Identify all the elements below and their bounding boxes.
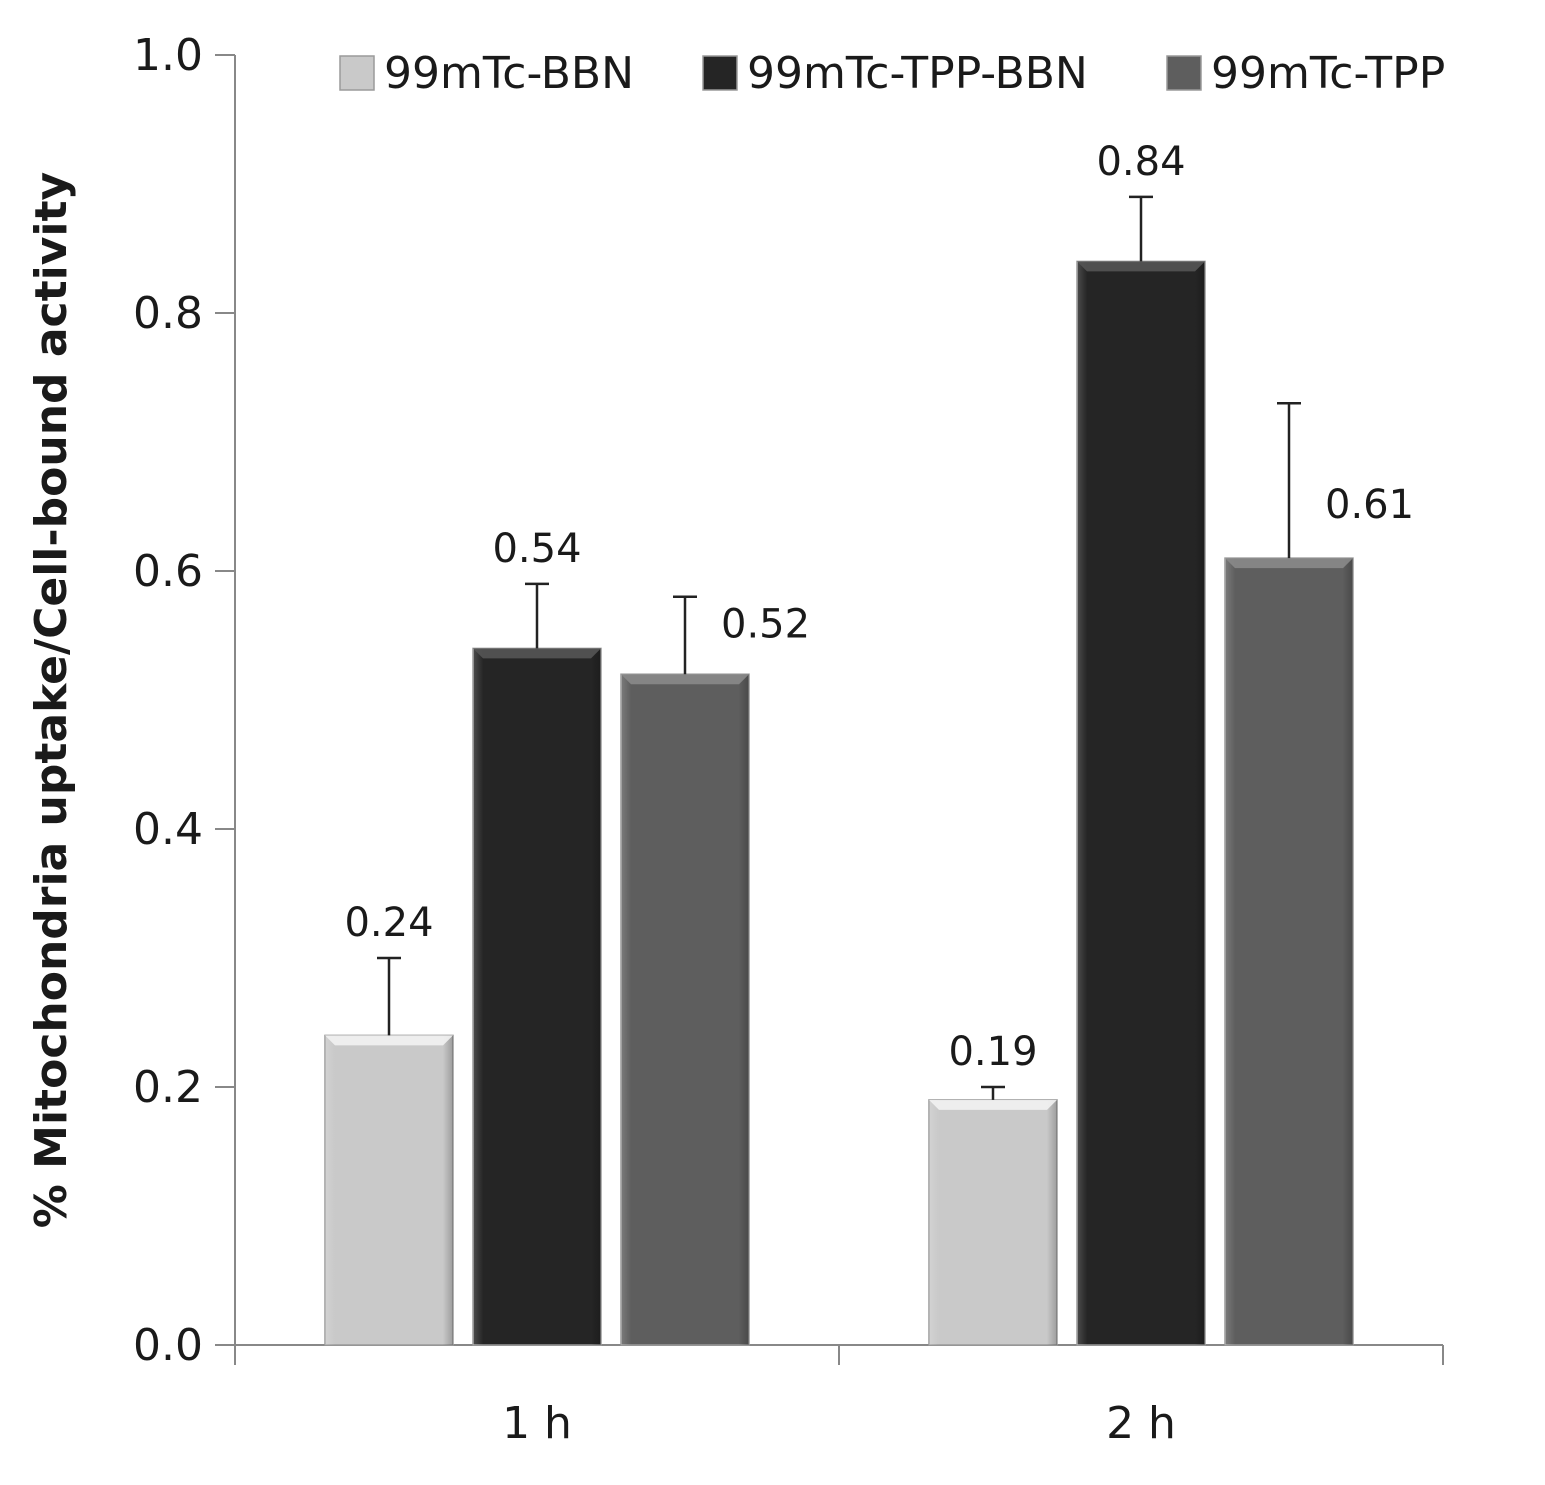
bar-bevel <box>929 1099 1057 1110</box>
y-tick-label: 1.0 <box>133 30 203 81</box>
bar-bevel <box>621 674 749 685</box>
legend-item: 99mTc-TPP-BBN <box>702 48 1088 99</box>
data-label: 0.84 <box>1096 139 1185 185</box>
y-tick-label: 0.8 <box>133 288 203 339</box>
legend-item: 99mTc-BBN <box>339 48 634 99</box>
bar-bevel <box>1077 261 1205 272</box>
y-tick-label: 0.6 <box>133 546 203 597</box>
y-tick-label: 0.0 <box>133 1320 203 1371</box>
data-label: 0.52 <box>721 602 810 648</box>
legend-label: 99mTc-BBN <box>384 48 634 99</box>
bar-group <box>620 595 750 1346</box>
bar-bevel <box>473 648 601 659</box>
legend-item: 99mTc-TPP <box>1166 48 1445 99</box>
legend-swatch <box>702 55 738 91</box>
bar-group <box>1224 402 1354 1346</box>
legend-label: 99mTc-TPP-BBN <box>747 48 1088 99</box>
bar-shading <box>929 1099 1057 1345</box>
bar-shading <box>1225 558 1353 1345</box>
bar-shading <box>621 674 749 1345</box>
data-label: 0.61 <box>1325 482 1414 528</box>
legend-swatch <box>339 55 375 91</box>
y-tick-label: 0.4 <box>133 804 203 855</box>
data-label: 0.54 <box>492 526 581 572</box>
x-tick-label: 2 h <box>1106 1398 1176 1449</box>
bar-bevel <box>325 1035 453 1046</box>
bar-group <box>1076 195 1206 1346</box>
bar-shading <box>1077 261 1205 1345</box>
bar-shading <box>473 648 601 1345</box>
x-tick-label: 1 h <box>502 1398 572 1449</box>
y-axis-title: % Mitochondria uptake/Cell-bound activit… <box>26 172 77 1228</box>
legend-swatch <box>1166 55 1202 91</box>
legend-label: 99mTc-TPP <box>1211 48 1445 99</box>
bar-bevel <box>1225 558 1353 569</box>
bar-group <box>324 956 454 1346</box>
bar-shading <box>325 1035 453 1345</box>
bar-group <box>472 582 602 1346</box>
y-tick-label: 0.2 <box>133 1062 203 1113</box>
data-label: 0.19 <box>948 1029 1037 1075</box>
bar-group <box>928 1085 1058 1346</box>
data-label: 0.24 <box>344 900 433 946</box>
